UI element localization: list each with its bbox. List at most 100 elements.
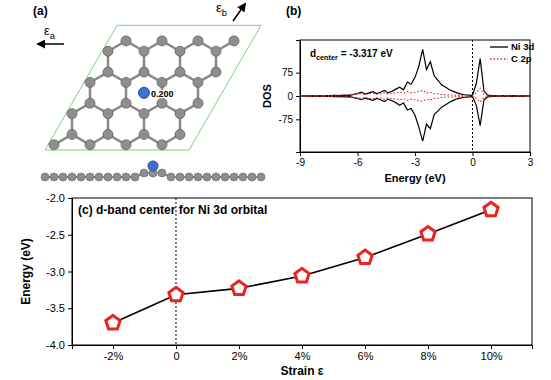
- carbon-atom: [211, 67, 221, 77]
- panel-a: (a)0.200εaεb: [33, 0, 265, 181]
- x-axis-tick-label: -6: [354, 157, 363, 168]
- carbon-atom: [131, 173, 139, 181]
- y-axis-tick: -3.5: [46, 302, 72, 314]
- carbon-atom: [121, 98, 131, 108]
- carbon-atom: [104, 173, 112, 181]
- carbon-atom: [139, 109, 149, 119]
- x-axis-tick: 2%: [232, 345, 248, 362]
- carbon-atom: [85, 140, 95, 150]
- x-axis-tick-label: 4%: [295, 350, 311, 362]
- x-axis-tick-mark: [365, 345, 366, 349]
- x-axis-tick: 10%: [481, 345, 503, 362]
- carbon-atom: [139, 46, 149, 56]
- carbon-atom: [139, 67, 149, 77]
- carbon-atom: [157, 98, 167, 108]
- x-axis-tick-label: -3: [411, 157, 420, 168]
- x-axis-tick-label: 0: [173, 350, 179, 362]
- data-point: [484, 202, 498, 216]
- plot-area: [300, 40, 530, 152]
- y-axis-tick: -4.0: [46, 339, 72, 351]
- y-axis-title-part: Energy (eV): [19, 238, 33, 305]
- panel-title: (a): [33, 4, 48, 18]
- strain-label: εa: [44, 23, 56, 41]
- carbon-atom: [140, 169, 148, 177]
- x-axis-title-part: Strain ε: [280, 364, 323, 378]
- carbon-atom: [221, 173, 229, 181]
- carbon-atom: [41, 173, 49, 181]
- carbon-atom: [185, 173, 193, 181]
- x-axis-line: [301, 153, 531, 157]
- chart-title: (c) d-band center for Ni 3d orbital: [78, 203, 267, 217]
- carbon-atom: [49, 140, 59, 150]
- carbon-atom: [86, 173, 94, 181]
- plot-frame: [300, 40, 530, 152]
- carbon-atom: [203, 173, 211, 181]
- x-axis-tick: 0: [470, 152, 476, 168]
- x-axis-tick: 4%: [295, 345, 311, 362]
- y-axis-tick-mark: [68, 198, 72, 199]
- supercell: [45, 25, 261, 150]
- y-axis: -75075: [279, 41, 301, 153]
- dos-curve: [300, 96, 530, 141]
- data-point: [295, 268, 309, 282]
- carbon-atom: [85, 77, 95, 87]
- panel-c: -2%02%4%6%8%10%-4.0-3.5-3.0-2.5-2.0(c) d…: [19, 192, 533, 378]
- panel-title-part: (b): [286, 4, 301, 18]
- nickel-atom: [139, 87, 150, 98]
- y-axis-line: [296, 41, 301, 153]
- x-axis-tick: 6%: [358, 345, 374, 362]
- carbon-atom: [230, 173, 238, 181]
- data-line: [113, 210, 491, 323]
- x-axis-tick-label: -9: [296, 157, 305, 168]
- strain-label-part: a: [50, 31, 56, 41]
- carbon-atom: [257, 173, 265, 181]
- x-axis-tick-mark: [491, 345, 492, 349]
- y-axis-tick: -2.5: [46, 229, 72, 241]
- x-axis-tick-mark: [530, 152, 531, 156]
- y-axis-tick-mark: [296, 96, 300, 97]
- y-axis-tick-mark: [68, 308, 72, 309]
- x-axis-tick-label: 3: [528, 157, 534, 168]
- data-point: [232, 281, 246, 295]
- x-axis-tick-mark: [473, 152, 474, 156]
- x-axis-tick: -6: [354, 152, 363, 168]
- carbon-atom: [122, 173, 130, 181]
- y-axis-tick-mark: [68, 345, 72, 346]
- carbon-atom: [239, 173, 247, 181]
- d-band-annotation-part: center: [316, 53, 338, 62]
- x-axis-tick-mark: [113, 345, 114, 349]
- legend-label-part: C 2p: [511, 53, 532, 64]
- reference-line: [175, 198, 176, 345]
- carbon-atom: [103, 46, 113, 56]
- y-axis-tick-label: 0: [287, 91, 293, 102]
- y-axis-tick-mark: [68, 272, 72, 273]
- x-axis-tick-mark: [176, 345, 177, 349]
- y-axis-tick-mark: [296, 73, 300, 74]
- carbon-atom: [157, 140, 167, 150]
- y-axis-tick-label: -3.5: [46, 302, 65, 314]
- carbon-atom: [95, 173, 103, 181]
- dos-curve: [300, 49, 530, 96]
- x-axis-tick: -2%: [104, 345, 124, 362]
- carbon-atom: [212, 173, 220, 181]
- carbon-atom: [113, 173, 121, 181]
- carbon-atom: [175, 46, 185, 56]
- x-axis: -2%02%4%6%8%10%: [73, 345, 533, 362]
- d-band-annotation-part: = -3.317 eV: [341, 48, 393, 59]
- data-point: [106, 315, 120, 329]
- carbon-atom: [194, 173, 202, 181]
- dos-curve: [300, 88, 530, 96]
- y-axis-title-part: DOS: [261, 84, 273, 108]
- carbon-atom: [157, 77, 167, 87]
- panel-title-part: (a): [33, 4, 48, 18]
- carbon-atom: [77, 173, 85, 181]
- d-band-annotation: dcenter= -3.317 eV: [310, 48, 393, 62]
- carbon-atom: [121, 36, 131, 46]
- legend: Ni 3dC 2p: [490, 41, 534, 64]
- carbon-atom: [167, 173, 175, 181]
- y-axis-tick: 0: [287, 91, 300, 102]
- x-axis-tick-mark: [239, 345, 240, 349]
- x-axis-tick: -3: [411, 152, 420, 168]
- carbon-atom: [103, 67, 113, 77]
- y-axis-tick-label: 75: [282, 67, 294, 78]
